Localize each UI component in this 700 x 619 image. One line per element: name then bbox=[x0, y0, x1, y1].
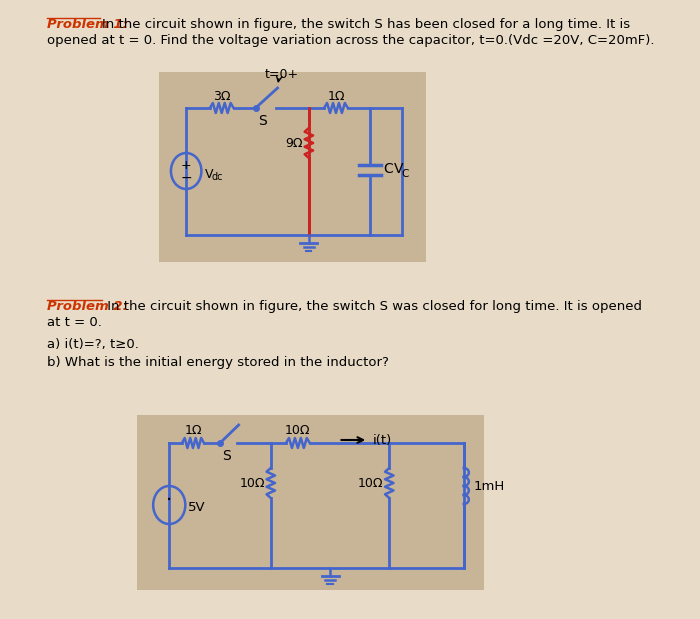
Bar bbox=[137, 415, 484, 590]
Text: S: S bbox=[223, 449, 231, 463]
Text: V: V bbox=[393, 162, 403, 176]
Text: a) i(t)=?, t≥0.: a) i(t)=?, t≥0. bbox=[46, 338, 139, 351]
Text: C: C bbox=[384, 162, 393, 176]
Text: ·: · bbox=[166, 490, 172, 509]
Text: 5V: 5V bbox=[188, 501, 206, 514]
Text: 10Ω: 10Ω bbox=[358, 477, 384, 490]
Text: dc: dc bbox=[211, 172, 223, 182]
Text: S: S bbox=[258, 114, 267, 128]
Text: opened at t = 0. Find the voltage variation across the capacitor, t=0.(Vdc =20V,: opened at t = 0. Find the voltage variat… bbox=[46, 34, 654, 47]
Text: −: − bbox=[181, 171, 192, 185]
Text: at t = 0.: at t = 0. bbox=[46, 316, 102, 329]
Text: t=0+: t=0+ bbox=[265, 67, 299, 80]
Text: In the circuit shown in figure, the switch S has been closed for a long time. It: In the circuit shown in figure, the swit… bbox=[102, 18, 630, 31]
Bar bbox=[159, 72, 426, 262]
Text: Problem 2:: Problem 2: bbox=[46, 300, 127, 313]
Text: V: V bbox=[205, 168, 214, 181]
Text: i(t): i(t) bbox=[372, 433, 391, 446]
Text: Problem 1:: Problem 1: bbox=[46, 18, 127, 31]
Text: b) What is the initial energy stored in the inductor?: b) What is the initial energy stored in … bbox=[46, 356, 388, 369]
Text: 3Ω: 3Ω bbox=[213, 90, 230, 103]
Text: 1Ω: 1Ω bbox=[184, 423, 202, 436]
Text: 10Ω: 10Ω bbox=[239, 477, 265, 490]
Text: 1Ω: 1Ω bbox=[327, 90, 344, 103]
Text: C: C bbox=[401, 169, 409, 179]
Text: 10Ω: 10Ω bbox=[285, 423, 311, 436]
Text: In the circuit shown in figure, the switch S was closed for long time. It is ope: In the circuit shown in figure, the swit… bbox=[103, 300, 642, 313]
Text: +: + bbox=[181, 158, 192, 171]
Text: 9Ω: 9Ω bbox=[285, 137, 302, 150]
Text: 1mH: 1mH bbox=[474, 480, 505, 493]
